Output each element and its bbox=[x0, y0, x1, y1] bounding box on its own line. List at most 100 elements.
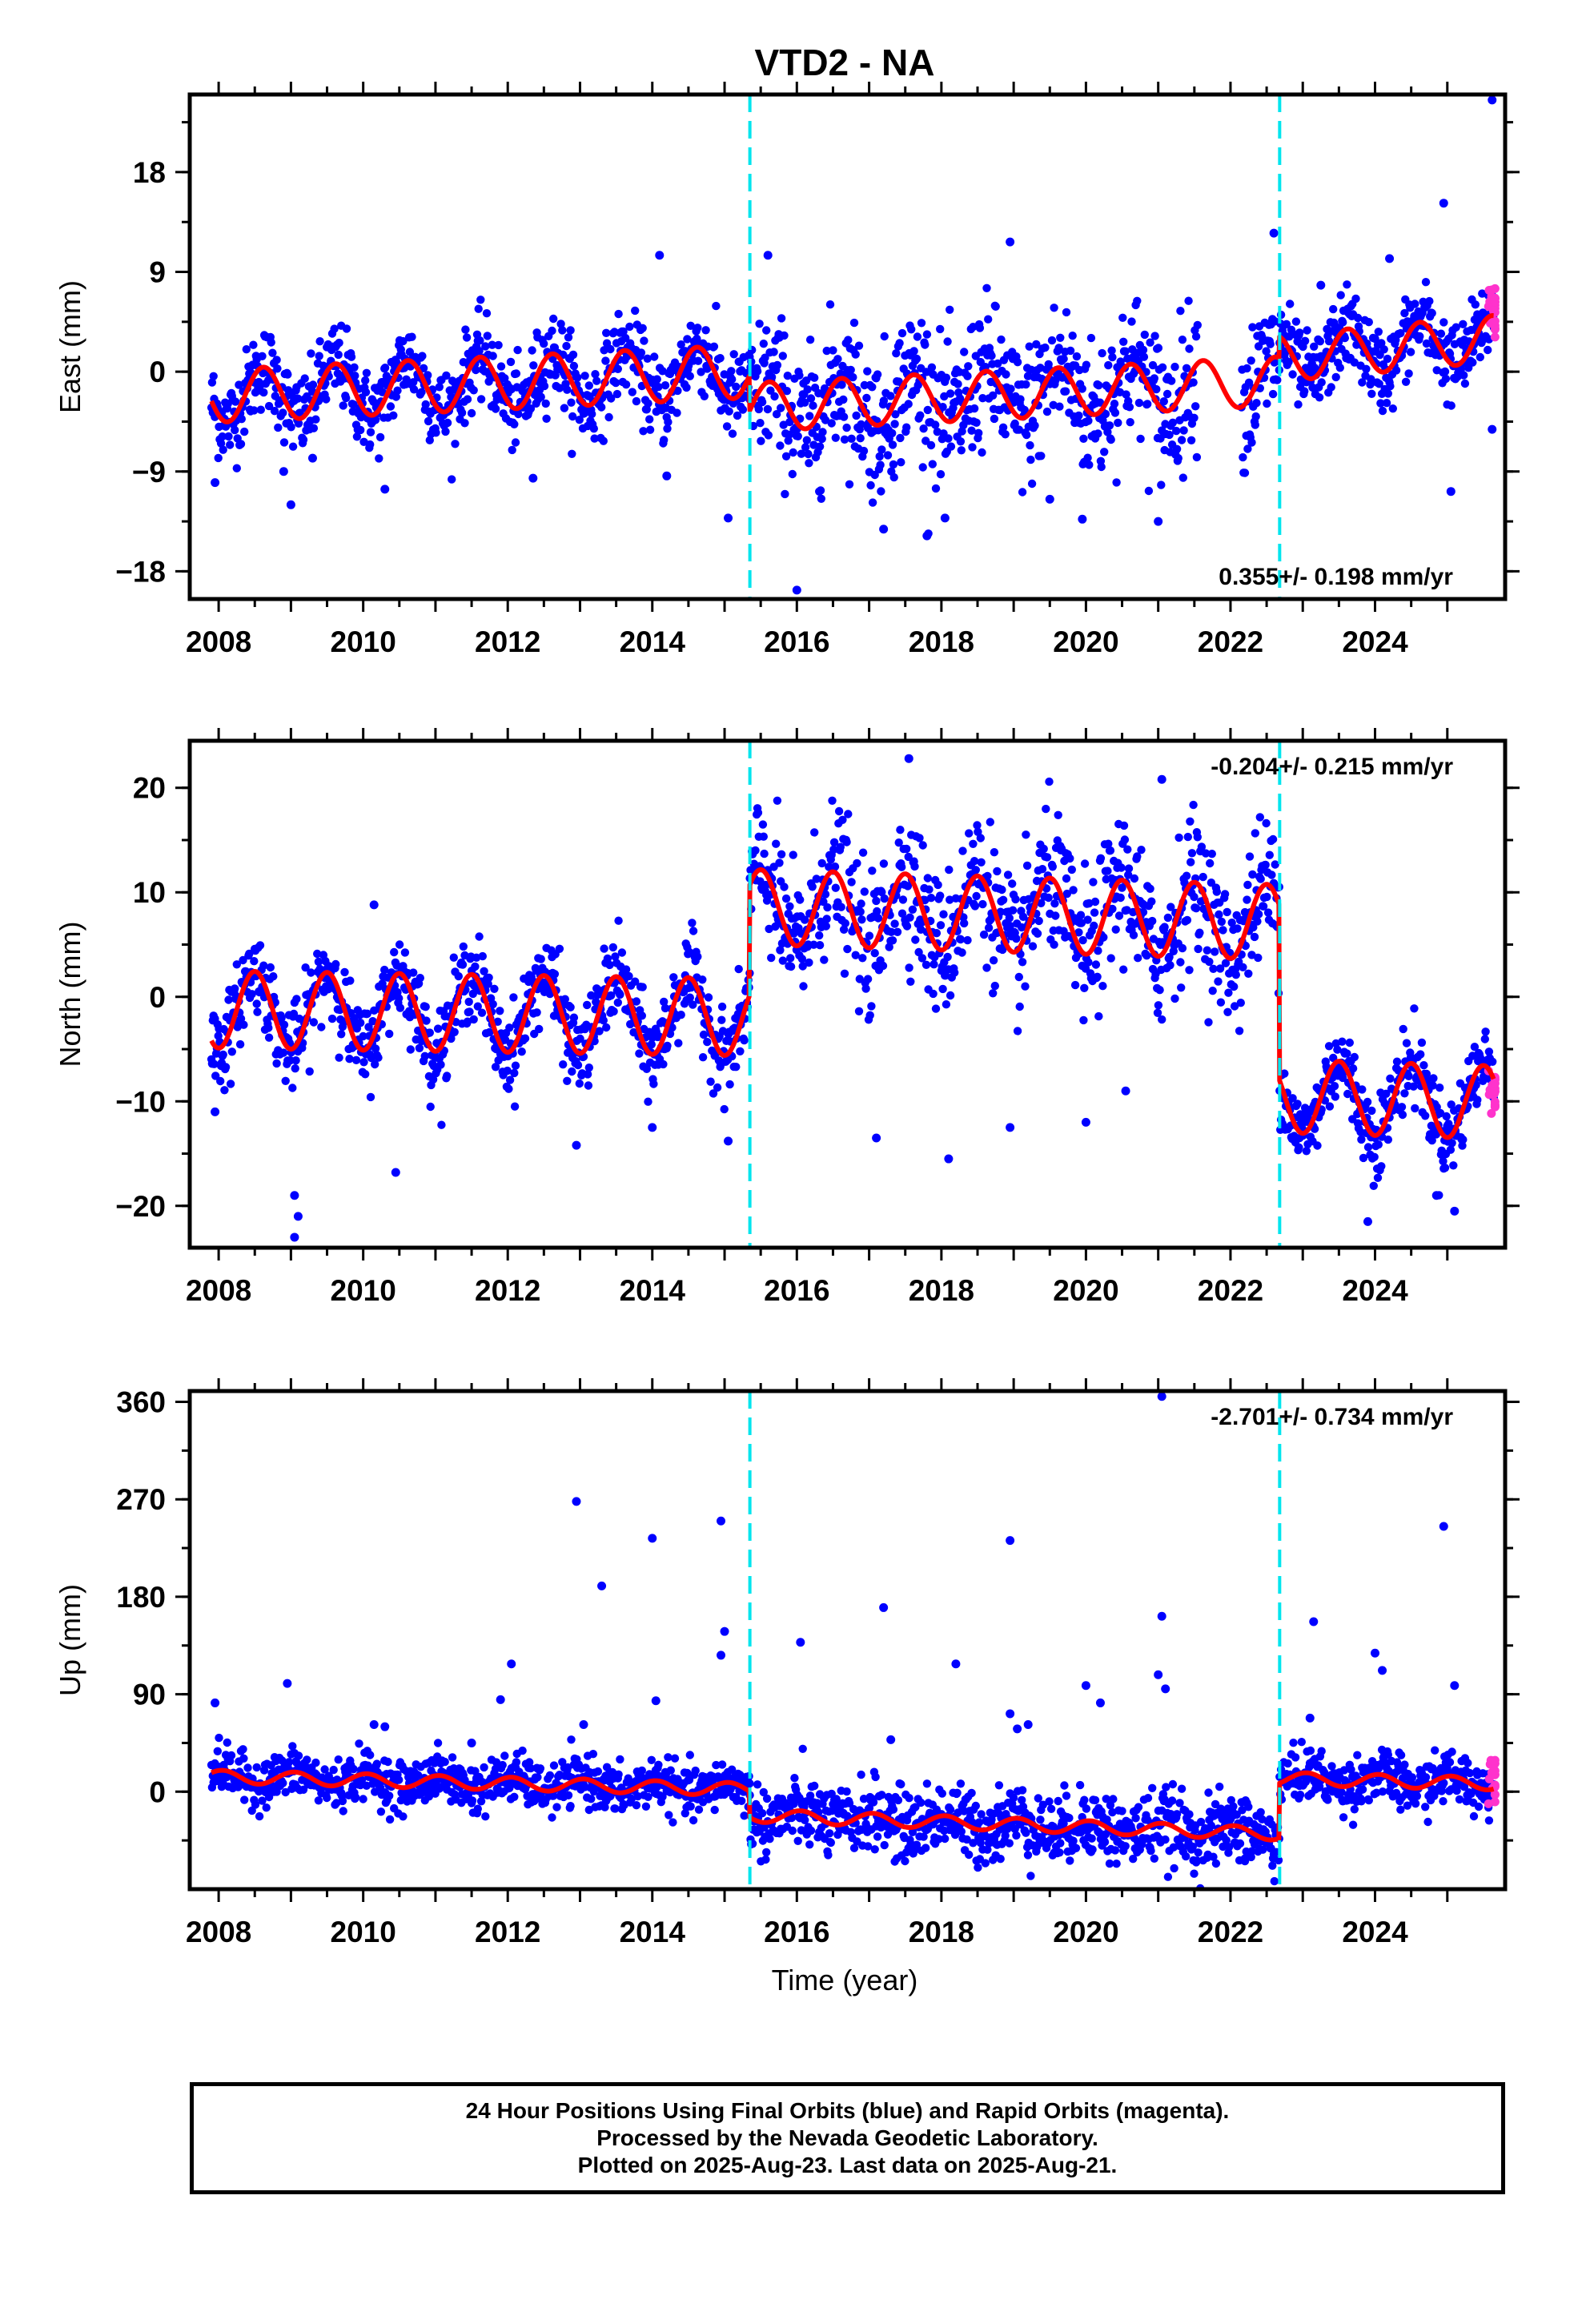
final-point bbox=[1375, 380, 1383, 388]
final-point bbox=[1084, 958, 1093, 967]
final-point bbox=[1118, 313, 1127, 322]
final-point bbox=[894, 838, 903, 847]
final-point bbox=[693, 356, 703, 365]
final-point bbox=[555, 944, 564, 954]
final-point bbox=[1331, 372, 1340, 382]
final-point bbox=[232, 464, 241, 472]
outlier-point bbox=[1363, 1216, 1372, 1226]
final-point bbox=[805, 1791, 815, 1800]
final-point bbox=[266, 963, 275, 972]
final-point bbox=[851, 350, 860, 359]
final-point bbox=[685, 1751, 694, 1759]
final-point bbox=[1216, 998, 1226, 1007]
rapid-point bbox=[1490, 324, 1500, 333]
final-point bbox=[778, 956, 787, 965]
final-point bbox=[624, 971, 633, 981]
final-point bbox=[737, 1796, 746, 1805]
final-point bbox=[231, 984, 239, 993]
final-point bbox=[859, 446, 869, 456]
final-point bbox=[226, 1080, 235, 1088]
final-point bbox=[897, 328, 907, 338]
final-point bbox=[1431, 1130, 1441, 1139]
final-point bbox=[1117, 863, 1126, 872]
final-point bbox=[728, 375, 737, 384]
final-point bbox=[1015, 1002, 1024, 1011]
final-point bbox=[1480, 1035, 1490, 1043]
outlier-point bbox=[369, 900, 379, 910]
final-point bbox=[776, 946, 785, 955]
final-point bbox=[839, 412, 849, 421]
final-point bbox=[1178, 473, 1188, 482]
final-point bbox=[644, 1792, 652, 1801]
final-point bbox=[839, 925, 849, 935]
final-point bbox=[697, 368, 705, 376]
final-point bbox=[790, 1774, 799, 1783]
final-point bbox=[1240, 468, 1250, 477]
final-point bbox=[694, 1805, 704, 1814]
final-point bbox=[1207, 850, 1217, 858]
rapid-point bbox=[1490, 332, 1500, 342]
final-point bbox=[340, 967, 349, 977]
final-point bbox=[252, 1763, 261, 1772]
final-point bbox=[1343, 1089, 1352, 1099]
final-point bbox=[1018, 912, 1028, 922]
final-point bbox=[810, 373, 819, 382]
final-point bbox=[658, 367, 667, 376]
final-point bbox=[805, 412, 814, 420]
final-point bbox=[971, 866, 981, 875]
final-point bbox=[779, 420, 788, 429]
final-point bbox=[772, 410, 781, 419]
final-point bbox=[1099, 933, 1108, 942]
final-point bbox=[965, 829, 974, 838]
final-point bbox=[964, 362, 973, 371]
final-point bbox=[815, 442, 825, 451]
final-point bbox=[268, 348, 277, 357]
final-point bbox=[1079, 434, 1088, 443]
final-point bbox=[732, 1063, 741, 1072]
final-point bbox=[600, 1803, 609, 1811]
final-point bbox=[315, 337, 324, 346]
final-point bbox=[564, 1791, 573, 1799]
final-point bbox=[822, 346, 831, 356]
final-point bbox=[857, 1770, 865, 1779]
final-point bbox=[1074, 928, 1083, 937]
final-point bbox=[1107, 346, 1116, 355]
final-point bbox=[1034, 916, 1043, 926]
final-point bbox=[801, 1815, 809, 1824]
final-point bbox=[977, 858, 986, 867]
final-point bbox=[1054, 344, 1063, 352]
final-point bbox=[789, 448, 797, 457]
final-point bbox=[1382, 1089, 1391, 1099]
final-point bbox=[356, 425, 365, 435]
final-point bbox=[600, 944, 608, 953]
final-point bbox=[857, 915, 866, 924]
final-point bbox=[1106, 954, 1115, 963]
final-point bbox=[504, 1084, 513, 1093]
final-point bbox=[1282, 320, 1291, 328]
final-point bbox=[821, 890, 830, 899]
final-point bbox=[469, 386, 478, 395]
final-point bbox=[611, 952, 620, 961]
x-tick-label: 2010 bbox=[331, 1274, 396, 1307]
final-point bbox=[437, 1120, 446, 1129]
final-point bbox=[957, 446, 966, 455]
final-point bbox=[801, 915, 809, 924]
final-point bbox=[958, 948, 966, 957]
final-point bbox=[1103, 428, 1112, 436]
final-point bbox=[221, 1063, 231, 1072]
final-point bbox=[896, 433, 905, 443]
final-point bbox=[967, 426, 976, 435]
final-point bbox=[1243, 895, 1251, 904]
final-point bbox=[970, 404, 979, 413]
final-point bbox=[804, 449, 813, 459]
final-point bbox=[1016, 395, 1025, 404]
final-point bbox=[443, 418, 452, 428]
rate-label: 0.355+/- 0.198 mm/yr bbox=[1219, 564, 1453, 590]
final-point bbox=[239, 1754, 248, 1763]
final-point bbox=[1044, 893, 1053, 903]
final-point bbox=[772, 839, 781, 848]
final-point bbox=[677, 340, 685, 349]
final-point bbox=[710, 1805, 719, 1815]
final-point bbox=[1066, 346, 1075, 356]
final-point bbox=[1144, 486, 1154, 496]
